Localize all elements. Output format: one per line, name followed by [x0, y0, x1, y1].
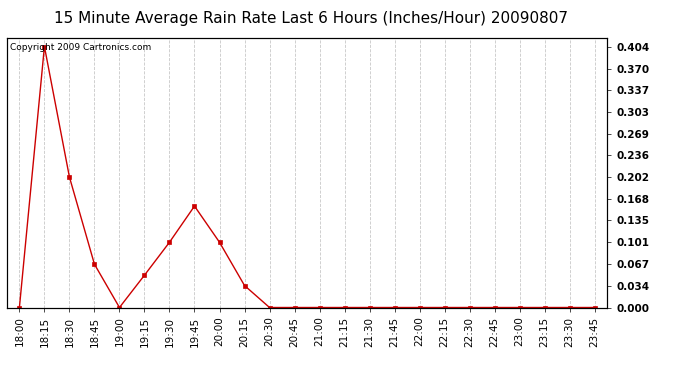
Text: Copyright 2009 Cartronics.com: Copyright 2009 Cartronics.com	[10, 43, 151, 52]
Text: 15 Minute Average Rain Rate Last 6 Hours (Inches/Hour) 20090807: 15 Minute Average Rain Rate Last 6 Hours…	[54, 11, 567, 26]
